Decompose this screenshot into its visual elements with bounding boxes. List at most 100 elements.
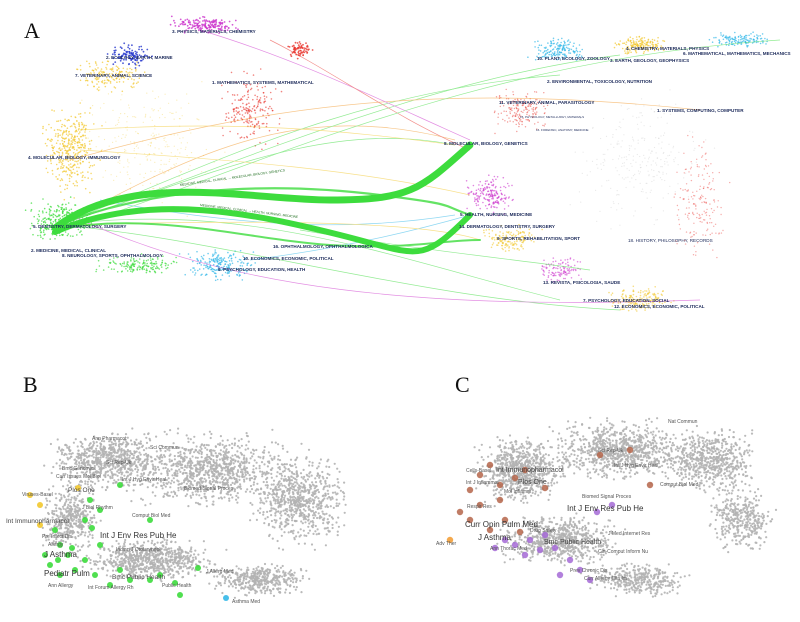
node-dot (261, 86, 264, 89)
node-dot (247, 268, 249, 271)
node-dot (154, 125, 156, 127)
node-dot (604, 153, 606, 155)
node-dot (218, 269, 220, 272)
node-dot (534, 46, 536, 48)
node-dot (713, 225, 715, 227)
node-dot (138, 451, 141, 454)
node-dot (134, 157, 136, 159)
node-dot (479, 192, 482, 195)
node-dot (661, 179, 663, 181)
node-dot (105, 121, 107, 123)
node-dot (664, 132, 666, 134)
node-dot (576, 50, 579, 53)
node-dot (155, 138, 157, 140)
cluster-label: 11. VETERINARY, ANIMAL, PARASITOLOGY (499, 100, 594, 105)
node-dot (509, 241, 511, 243)
node-dot (684, 213, 687, 215)
node-dot (61, 167, 64, 169)
node-dot (158, 268, 161, 270)
node-dot (661, 166, 663, 168)
node-dot (203, 473, 206, 476)
node-dot (759, 35, 761, 37)
node-dot (90, 454, 94, 457)
node-dot (547, 42, 549, 44)
node-dot (527, 111, 529, 113)
node-dot (137, 266, 139, 269)
node-dot (684, 243, 687, 245)
node-dot (550, 55, 553, 58)
node-dot (305, 42, 307, 44)
node-dot (196, 262, 199, 265)
node-dot (702, 219, 705, 221)
node-dot (84, 147, 86, 149)
node-dot (701, 213, 703, 216)
node-dot (614, 42, 617, 44)
node-dot (85, 153, 87, 155)
node-dot (245, 109, 248, 112)
node-dot (506, 121, 509, 123)
node-dot (497, 116, 499, 119)
node-dot (465, 180, 468, 182)
node-dot (134, 468, 137, 471)
node-dot (129, 270, 132, 273)
node-dot (687, 214, 689, 216)
node-dot (154, 465, 157, 468)
node-dot (717, 200, 719, 202)
node-dot (180, 142, 182, 144)
node-dot (63, 165, 65, 167)
node-dot (79, 112, 82, 115)
node-dot (734, 41, 737, 44)
node-dot (145, 447, 148, 450)
node-dot (106, 53, 109, 55)
node-dot (68, 457, 71, 460)
node-dot (566, 268, 568, 270)
node-dot (697, 175, 700, 177)
node-dot (231, 474, 234, 477)
node-dot (127, 174, 129, 176)
node-dot (128, 162, 130, 164)
node-dot (221, 260, 223, 263)
node-dot (635, 42, 638, 44)
node-dot (632, 41, 635, 44)
node-dot (756, 36, 758, 39)
node-dot (101, 73, 104, 75)
node-dot (632, 293, 635, 296)
node-dot (166, 468, 169, 471)
node-dot (652, 293, 654, 295)
node-dot (690, 179, 693, 182)
node-dot (512, 93, 515, 96)
node-dot (559, 263, 562, 265)
node-dot (501, 198, 503, 200)
node-dot (580, 201, 582, 203)
node-dot (129, 265, 131, 268)
node-dot (629, 181, 631, 183)
node-dot (297, 44, 300, 46)
node-dot (76, 445, 79, 448)
node-dot (174, 469, 177, 472)
node-dot (179, 171, 182, 173)
node-dot (126, 452, 129, 456)
node-dot (95, 268, 98, 271)
node-dot (673, 159, 675, 161)
node-dot (257, 100, 260, 102)
node-dot (602, 162, 604, 164)
node-dot (639, 171, 641, 173)
node-dot (685, 183, 688, 185)
node-dot (137, 442, 140, 445)
node-dot (578, 191, 581, 193)
node-dot (161, 202, 163, 204)
node-dot (517, 122, 520, 124)
node-dot (84, 134, 86, 137)
node-dot (129, 57, 131, 60)
node-dot (606, 180, 608, 182)
node-dot (47, 228, 50, 230)
node-dot (218, 458, 221, 461)
node-dot (230, 257, 233, 260)
node-dot (103, 71, 105, 74)
node-dot (212, 500, 215, 503)
node-dot (277, 458, 280, 461)
node-dot (642, 291, 644, 293)
node-dot (517, 247, 519, 250)
node-dot (490, 205, 493, 207)
node-dot (557, 55, 559, 57)
